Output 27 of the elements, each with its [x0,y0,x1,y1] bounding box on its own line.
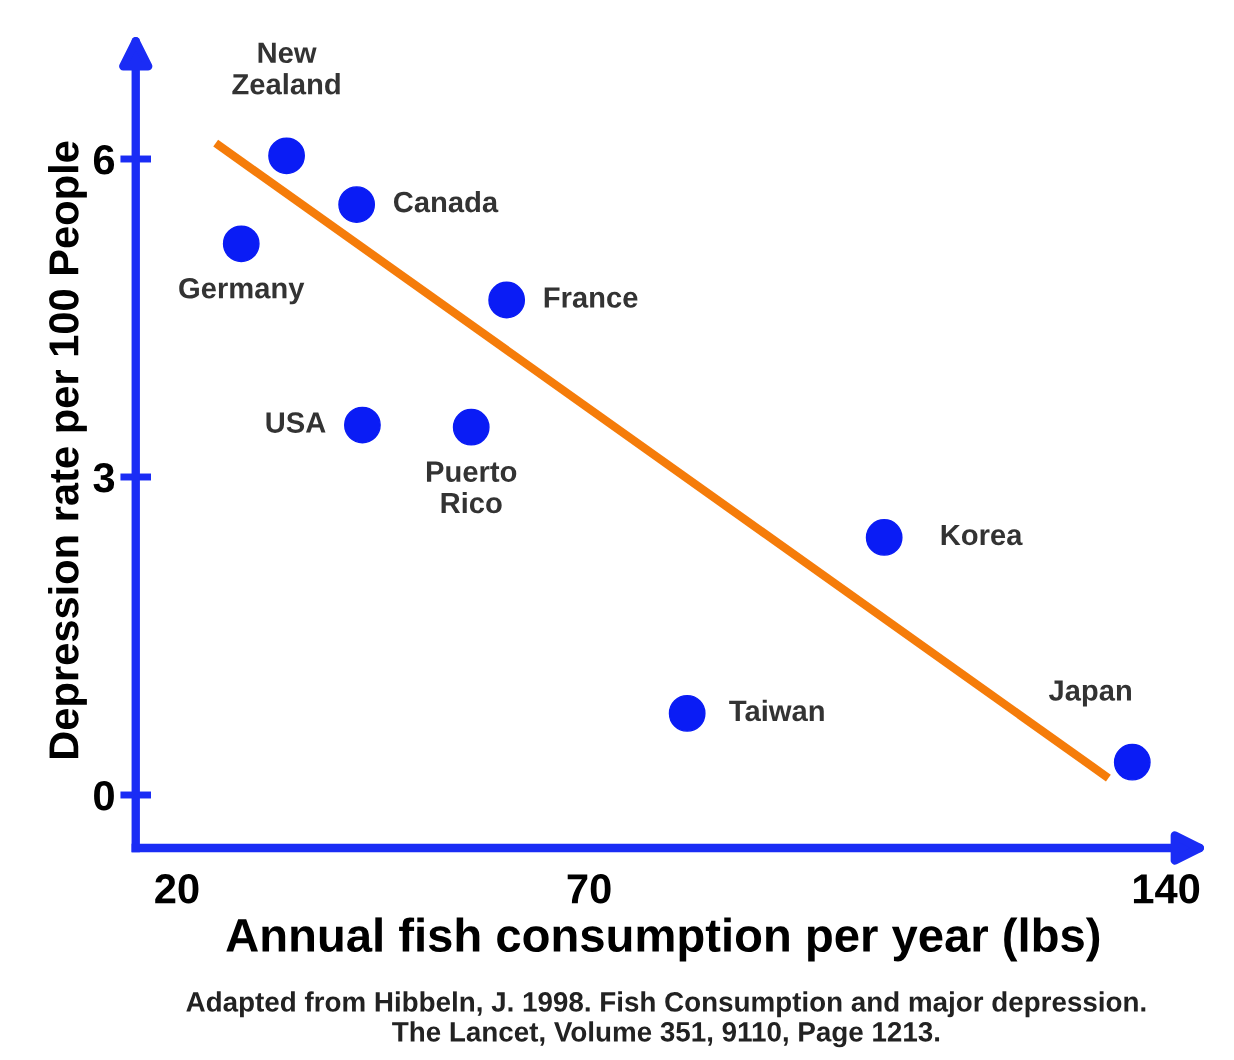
y-tick-label: 6 [93,145,115,175]
x-tick-label: 140 [1133,874,1200,904]
annotation: France [544,287,638,308]
annotation: USA [266,412,326,433]
point [865,519,903,556]
annotation: Korea [941,524,1023,546]
point [1113,743,1151,781]
point [338,186,376,223]
annotation: New Zealand [232,42,340,95]
text: Adapted from Hibbeln, J. 1998. Fish Consumption and major depression. The Lancet, Volume 351, 9110, Page 1213. [186,991,1146,1048]
point [344,406,381,444]
annotation: Taiwan [729,699,824,722]
annotation: Japan [1048,680,1131,707]
point [222,225,260,263]
y-axis-title: Depression rate per 100 People [48,141,87,759]
x-axis-title: Annual fish consumption per year (lbs) [226,917,1100,962]
point [488,281,526,319]
y-tick-label: 3 [93,463,115,493]
y-tick-label: 0 [94,781,114,811]
point [268,137,305,175]
annotation: Germany [179,277,305,305]
point [452,408,490,446]
annotation: Canada [393,190,499,213]
x-tick-label: 70 [567,874,611,904]
annotation: Puerto Rico [426,461,517,514]
point [668,694,706,732]
x-tick-label: 20 [155,874,199,904]
